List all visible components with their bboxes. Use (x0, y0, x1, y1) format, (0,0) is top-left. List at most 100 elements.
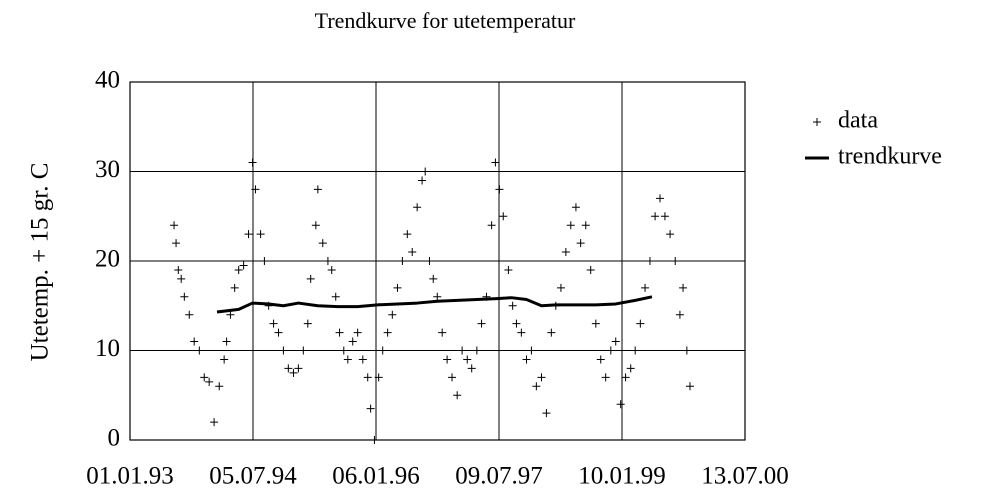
data-point (393, 283, 402, 292)
data-point (631, 346, 640, 355)
data-point (358, 355, 367, 364)
y-axis-label: Utetemp. + 15 gr. C (27, 163, 54, 362)
data-point (195, 346, 204, 355)
data-point (234, 265, 243, 274)
data-point (294, 364, 303, 373)
data-point (323, 257, 332, 265)
data-point (532, 382, 541, 391)
data-point (651, 212, 660, 221)
data-point (248, 158, 257, 167)
data-point (675, 310, 684, 319)
data-point (172, 239, 181, 248)
data-point (491, 158, 500, 167)
data-point (403, 230, 412, 239)
data-point (190, 337, 199, 346)
data-point (363, 373, 372, 382)
data-point (269, 319, 278, 328)
data-point (425, 257, 434, 265)
data-point (660, 212, 669, 221)
data-point (626, 364, 635, 373)
data-point (467, 364, 476, 373)
data-point (311, 221, 320, 230)
data-point (180, 292, 189, 301)
data-point (606, 346, 615, 355)
data-point (230, 283, 239, 292)
data-point (348, 337, 357, 346)
data-point (388, 310, 397, 319)
data-point (274, 328, 283, 337)
data-point (495, 185, 504, 194)
data-point (289, 368, 298, 377)
legend-label: trendkurve (838, 144, 942, 170)
data-point (679, 283, 688, 292)
data-point (616, 400, 625, 409)
data-point (205, 377, 214, 386)
data-point (601, 373, 610, 382)
data-point (185, 310, 194, 319)
data-point (581, 221, 590, 230)
data-point (306, 274, 315, 283)
x-tick-label: 13.07.00 (701, 463, 789, 490)
data-point (408, 248, 417, 257)
data-point (636, 319, 645, 328)
data-point (477, 319, 486, 328)
data-point (339, 346, 348, 355)
data-point (222, 337, 231, 346)
data-point (571, 203, 580, 212)
legend-label: data (838, 108, 878, 134)
data-point (215, 382, 224, 391)
data-point (499, 212, 508, 221)
legend-symbol (813, 118, 821, 126)
y-tick-label: 20 (95, 246, 120, 273)
data-point (433, 292, 442, 301)
y-tick-label: 0 (108, 425, 121, 452)
x-tick-label: 01.01.93 (86, 463, 174, 490)
data-point (210, 418, 219, 427)
data-point (512, 319, 521, 328)
data-point (586, 265, 595, 274)
data-point (656, 194, 665, 203)
data-point (174, 265, 183, 274)
data-point (537, 373, 546, 382)
data-point (226, 310, 235, 319)
data-point (335, 328, 344, 337)
data-point (487, 221, 496, 230)
data-point (200, 373, 209, 382)
data-point (413, 203, 422, 212)
x-tick-label: 09.07.97 (455, 463, 543, 490)
data-point (621, 373, 630, 382)
data-point (438, 328, 447, 337)
data-point (443, 355, 452, 364)
data-point (671, 257, 680, 265)
data-point (318, 239, 327, 248)
x-tick-label: 06.01.96 (332, 463, 420, 490)
y-tick-label: 30 (95, 156, 120, 183)
data-point (556, 283, 565, 292)
data-point (366, 404, 375, 413)
data-point (682, 346, 691, 355)
chart-title: Trendkurve for utetemperatur (315, 8, 576, 33)
data-point (453, 391, 462, 400)
data-point (527, 346, 536, 355)
data-point (383, 328, 392, 337)
data-point (561, 248, 570, 257)
data-point (421, 167, 430, 176)
data-point (522, 355, 531, 364)
data-point (177, 274, 186, 283)
data-point (378, 346, 387, 355)
data-point (370, 436, 379, 444)
data-point (591, 319, 600, 328)
data-point (517, 328, 526, 337)
data-point (244, 230, 253, 239)
data-point (666, 230, 675, 239)
y-tick-label: 40 (95, 67, 120, 94)
data-point (542, 409, 551, 418)
x-tick-label: 05.07.94 (209, 463, 297, 490)
data-point (170, 221, 179, 230)
data-point (374, 373, 383, 382)
data-point (251, 185, 260, 194)
x-tick-label: 10.01.99 (578, 463, 666, 490)
data-point (353, 328, 362, 337)
